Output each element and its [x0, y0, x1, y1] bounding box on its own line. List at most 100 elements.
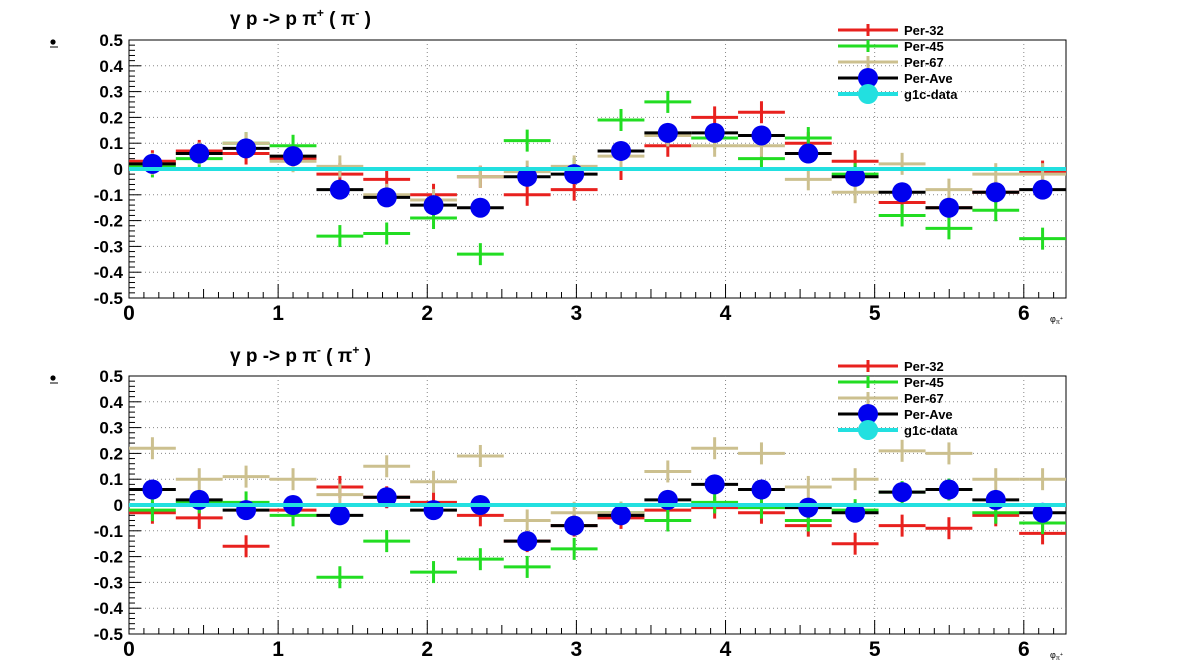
data-point [189, 143, 210, 164]
legend-label: g1c-data [904, 87, 958, 102]
legend-label: Per-45 [904, 375, 944, 390]
series-per-67 [129, 437, 1066, 532]
data-point [423, 195, 444, 216]
x-axis-label-sub: π [1056, 656, 1060, 662]
chart-title-end: ) [359, 346, 371, 367]
legend-symbol-marker [858, 84, 878, 104]
y-tick-label: -0.1 [94, 522, 123, 541]
legend-symbol-marker [858, 404, 878, 424]
data-point [985, 182, 1006, 203]
chart-title-sup: - [317, 343, 321, 357]
data-point [938, 197, 959, 218]
y-axis: -0.5 -0.4 -0.3 -0.2 -0.1 0 0.1 0.2 0.3 0.4 0.5 [94, 31, 141, 308]
y-tick-label: 0.5 [99, 367, 123, 386]
data-point [329, 505, 350, 526]
data-point [798, 143, 819, 164]
data-point [798, 497, 819, 518]
x-tick-label: 0 [123, 302, 135, 325]
legend-label: Per-Ave [904, 71, 953, 86]
y-tick-label: -0.2 [94, 548, 123, 567]
data-point [704, 474, 725, 495]
data-point [329, 179, 350, 200]
data-point [938, 479, 959, 500]
x-tick-label: 0 [123, 638, 135, 661]
legend-label: Per-32 [904, 23, 944, 38]
y-tick-label: -0.1 [94, 186, 123, 205]
x-axis-label: φπ+ [1050, 650, 1063, 662]
y-tick-label: -0.5 [94, 625, 123, 644]
data-point [470, 197, 491, 218]
data-point [610, 505, 631, 526]
x-tick-label: 5 [869, 302, 881, 325]
legend-symbol-marker [858, 420, 878, 440]
chart-title-end: ) [359, 9, 371, 30]
data-point [892, 182, 913, 203]
x-tick-label: 2 [421, 638, 433, 661]
chart-panel-bottom: -0.5 -0.4 -0.3 -0.2 -0.1 0 0.1 0.2 0.3 0.4 0.5 0 1 2 3… [50, 343, 1067, 662]
data-point [376, 187, 397, 208]
chart-title-sup: + [317, 6, 324, 20]
data-point [517, 166, 538, 187]
data-point [283, 146, 304, 167]
series-per-32 [129, 101, 1066, 219]
data-point [845, 502, 866, 523]
y-tick-label: 0.2 [99, 108, 123, 127]
y-tick-label: 0 [114, 496, 123, 515]
legend-label: Per-67 [904, 55, 944, 70]
data-point [517, 531, 538, 552]
legend-label: Per-32 [904, 359, 944, 374]
marker-dot [50, 39, 56, 45]
y-tick-label: 0.3 [99, 83, 123, 102]
x-axis: 0 1 2 3 4 5 6 [123, 284, 1055, 325]
x-axis-label-sub: π [1056, 320, 1060, 326]
y-tick-label: 0.1 [99, 134, 123, 153]
legend-symbol-marker [858, 68, 878, 88]
y-tick-label: -0.3 [94, 573, 123, 592]
chart-title: γ p -> p π- ( π+ ) [230, 343, 371, 367]
legend-label: Per-45 [904, 39, 944, 54]
y-tick-label: 0 [114, 160, 123, 179]
y-tick-label: -0.4 [94, 599, 124, 618]
y-tick-label: -0.2 [94, 212, 123, 231]
legend-label: g1c-data [904, 423, 958, 438]
data-point [142, 479, 163, 500]
data-point [704, 122, 725, 143]
legend-label: Per-Ave [904, 407, 953, 422]
data-point [1032, 179, 1053, 200]
y-tick-label: 0.3 [99, 419, 123, 438]
data-point [845, 166, 866, 187]
legend-label: Per-67 [904, 391, 944, 406]
x-axis-label-subsup: + [1060, 316, 1063, 322]
x-tick-label: 4 [720, 638, 732, 661]
data-point [376, 487, 397, 508]
x-tick-label: 3 [571, 302, 583, 325]
x-tick-label: 2 [421, 302, 433, 325]
x-tick-label: 1 [272, 302, 284, 325]
chart-title-sup: + [352, 343, 359, 357]
chart-title: γ p -> p π+ ( π- ) [230, 6, 371, 30]
y-axis: -0.5 -0.4 -0.3 -0.2 -0.1 0 0.1 0.2 0.3 0.4 0.5 [94, 367, 141, 644]
y-tick-label: -0.3 [94, 237, 123, 256]
data-point [657, 122, 678, 143]
data-point [892, 482, 913, 503]
data-point [564, 515, 585, 536]
x-tick-label: 6 [1018, 302, 1030, 325]
chart-title-mid: ( π [324, 9, 356, 30]
chart-title-sup: - [355, 6, 359, 20]
x-axis: 0 1 2 3 4 5 6 [123, 620, 1055, 661]
series-per-ave [129, 122, 1066, 218]
x-tick-label: 6 [1018, 638, 1030, 661]
x-axis-label: φπ+ [1050, 314, 1063, 326]
x-tick-label: 1 [272, 638, 284, 661]
series-per-45 [129, 478, 1066, 589]
y-tick-label: 0.5 [99, 31, 123, 50]
x-tick-label: 4 [720, 302, 732, 325]
marker-dot [50, 375, 56, 381]
data-point [610, 140, 631, 161]
data-point [1032, 502, 1053, 523]
data-point [751, 125, 772, 146]
chart-title-mid: ( π [321, 346, 353, 367]
